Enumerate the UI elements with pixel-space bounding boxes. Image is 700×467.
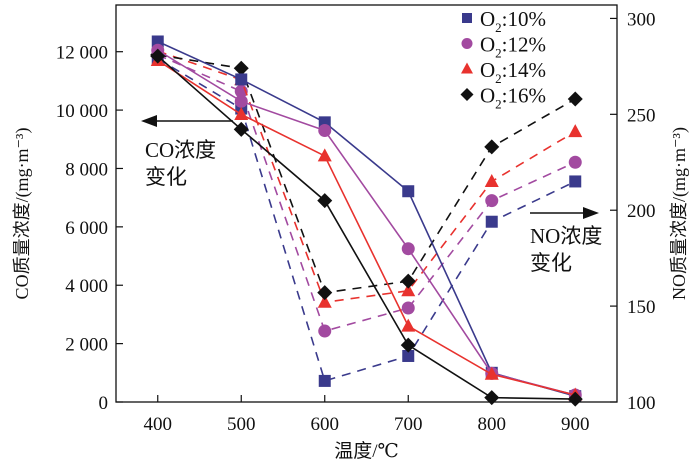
plot-frame xyxy=(115,4,618,403)
series-line xyxy=(157,55,576,400)
legend-label: O2:14% xyxy=(480,58,546,86)
data-point-diamond xyxy=(150,48,166,64)
legend-item: O2:10% xyxy=(462,7,546,35)
left-y-tick-label: 0 xyxy=(99,393,109,414)
data-point-diamond xyxy=(400,337,416,353)
data-point-square xyxy=(402,185,415,198)
data-point-diamond xyxy=(317,193,333,209)
legend-square-icon xyxy=(462,13,472,23)
data-point-circle xyxy=(568,155,582,169)
data-point-triangle xyxy=(234,106,249,120)
data-point-circle xyxy=(318,124,332,138)
no-annotation-line2: 变化 xyxy=(530,251,572,275)
left-y-tick-label: 6 000 xyxy=(65,218,108,239)
data-point-circle xyxy=(401,301,415,315)
data-point-square xyxy=(569,175,582,188)
data-point-triangle xyxy=(401,283,416,297)
data-point-diamond xyxy=(317,285,333,301)
legend-item: O2:16% xyxy=(460,84,546,112)
legend-triangle-icon xyxy=(461,62,473,74)
left-y-tick-label: 12 000 xyxy=(56,43,108,64)
legend-label: O2:16% xyxy=(480,84,546,112)
series-line xyxy=(157,59,576,396)
data-point-diamond xyxy=(233,121,249,137)
co-annotation-line2: 变化 xyxy=(145,165,187,189)
legend-item: O2:14% xyxy=(461,58,546,86)
x-axis-title: 温度/℃ xyxy=(334,440,399,462)
data-point-square xyxy=(402,349,415,362)
x-tick-label: 800 xyxy=(478,414,507,435)
axes-layer: 400 500 600 700 800 900 0 2 000 4 000 6 000 8 000 1… xyxy=(56,9,656,435)
data-point-circle xyxy=(401,242,415,256)
series-o2-16-co xyxy=(150,48,583,407)
data-point-triangle xyxy=(568,124,583,138)
left-y-tick-label: 8 000 xyxy=(65,159,108,180)
data-point-triangle xyxy=(484,366,499,380)
data-point-circle xyxy=(485,194,499,208)
data-point-square xyxy=(235,73,248,86)
right-y-tick-label: 300 xyxy=(627,9,656,30)
legend-diamond-icon xyxy=(460,88,474,101)
left-y-tick-label: 10 000 xyxy=(56,101,108,122)
right-y-tick-label: 250 xyxy=(627,105,656,126)
series-layer xyxy=(150,35,583,407)
series-line xyxy=(157,54,576,333)
data-point-diamond xyxy=(400,273,416,289)
data-point-triangle xyxy=(317,148,332,162)
data-point-diamond xyxy=(484,139,500,155)
data-point-triangle xyxy=(484,173,499,187)
data-point-triangle xyxy=(317,294,332,308)
left-arrow-icon xyxy=(141,115,157,127)
data-point-square xyxy=(318,374,331,387)
legend-label: O2:12% xyxy=(480,33,546,61)
x-tick-label: 700 xyxy=(394,414,423,435)
x-tick-label: 900 xyxy=(561,414,590,435)
x-tick-label: 600 xyxy=(311,414,340,435)
data-point-diamond xyxy=(233,60,249,76)
left-y-tick-label: 2 000 xyxy=(65,335,108,356)
data-point-square xyxy=(485,215,498,228)
co-annotation-line1: CO浓度 xyxy=(145,138,216,162)
x-tick-label: 400 xyxy=(144,414,173,435)
data-point-circle xyxy=(234,94,248,108)
left-y-axis-title: CO质量浓度/(mg·m⁻³) xyxy=(12,128,33,300)
legend-circle-icon xyxy=(461,38,473,49)
right-y-axis-title: NO质量浓度/(mg·m⁻³) xyxy=(669,127,690,300)
data-point-triangle xyxy=(401,318,416,332)
data-point-circle xyxy=(318,324,332,338)
x-tick-label: 500 xyxy=(227,414,256,435)
series-line xyxy=(157,50,576,304)
right-y-tick-label: 100 xyxy=(627,393,656,414)
left-y-tick-label: 4 000 xyxy=(65,276,108,297)
series-line xyxy=(157,58,576,382)
no-annotation-line1: NO浓度 xyxy=(530,224,602,248)
co-annotation: CO浓度 变化 xyxy=(141,115,233,189)
right-y-tick-label: 150 xyxy=(627,297,656,318)
right-y-tick-label: 200 xyxy=(627,201,656,222)
legend-label: O2:10% xyxy=(480,7,546,35)
legend: O2:10%O2:12%O2:14%O2:16% xyxy=(460,7,546,112)
series-line xyxy=(157,54,576,294)
right-arrow-icon xyxy=(583,207,599,219)
legend-item: O2:12% xyxy=(461,33,546,61)
no-annotation: NO浓度 变化 xyxy=(530,207,602,275)
data-point-diamond xyxy=(567,91,583,107)
